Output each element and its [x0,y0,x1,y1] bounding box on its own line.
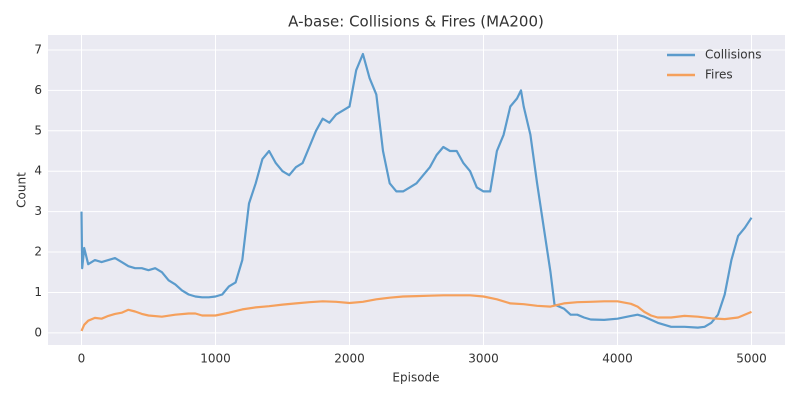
y-tick-label: 6 [34,83,42,97]
plot-area [48,35,785,345]
y-tick-label: 7 [34,42,42,56]
y-tick-label: 5 [34,123,42,137]
x-tick-label: 0 [78,352,86,366]
y-axis-label: Count [15,172,29,208]
x-tick-label: 2000 [334,352,365,366]
y-tick-label: 4 [34,164,42,178]
x-axis-label: Episode [392,371,439,385]
x-tick-label: 4000 [602,352,633,366]
y-tick-label: 0 [34,325,42,339]
x-tick-label: 5000 [736,352,767,366]
legend-label: Fires [705,68,733,82]
series-line [80,294,752,332]
legend-label: Collisions [705,48,762,62]
chart-title: A-base: Collisions & Fires (MA200) [288,13,544,31]
x-tick-label: 1000 [200,352,231,366]
series-line [80,52,753,329]
x-tick-label: 3000 [468,352,499,366]
y-tick-label: 2 [34,245,42,259]
y-tick-label: 3 [34,204,42,218]
y-tick-label: 1 [34,285,42,299]
